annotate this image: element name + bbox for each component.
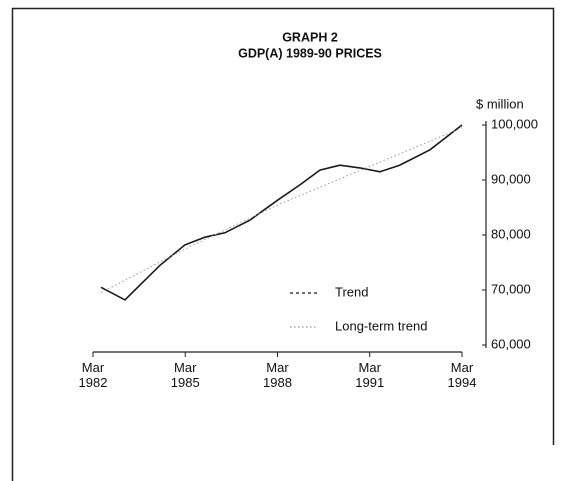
legend-label: Long-term trend xyxy=(335,318,428,333)
y-tick-label: 60,000 xyxy=(491,336,531,351)
x-tick-label: Mar 1991 xyxy=(355,360,385,390)
chart-title: GRAPH 2 xyxy=(282,30,338,44)
y-tick-label: 80,000 xyxy=(491,226,531,241)
legend-label: Trend xyxy=(335,284,368,299)
y-tick-label: 90,000 xyxy=(491,171,531,186)
line-series xyxy=(100,124,463,301)
x-tick-label: Mar 1982 xyxy=(78,360,108,390)
chart-subtitle: GDP(A) 1989-90 PRICES xyxy=(238,46,382,60)
x-tick-label: Mar 1985 xyxy=(170,360,200,390)
x-tick-label: Mar 1994 xyxy=(447,360,477,390)
y-tick-label: 70,000 xyxy=(491,281,531,296)
frame xyxy=(11,7,555,481)
line-series xyxy=(100,127,463,294)
x-tick-label: Mar 1988 xyxy=(263,360,292,390)
y-axis-label: $ million xyxy=(476,96,524,111)
y-tick-label: 100,000 xyxy=(491,116,538,131)
